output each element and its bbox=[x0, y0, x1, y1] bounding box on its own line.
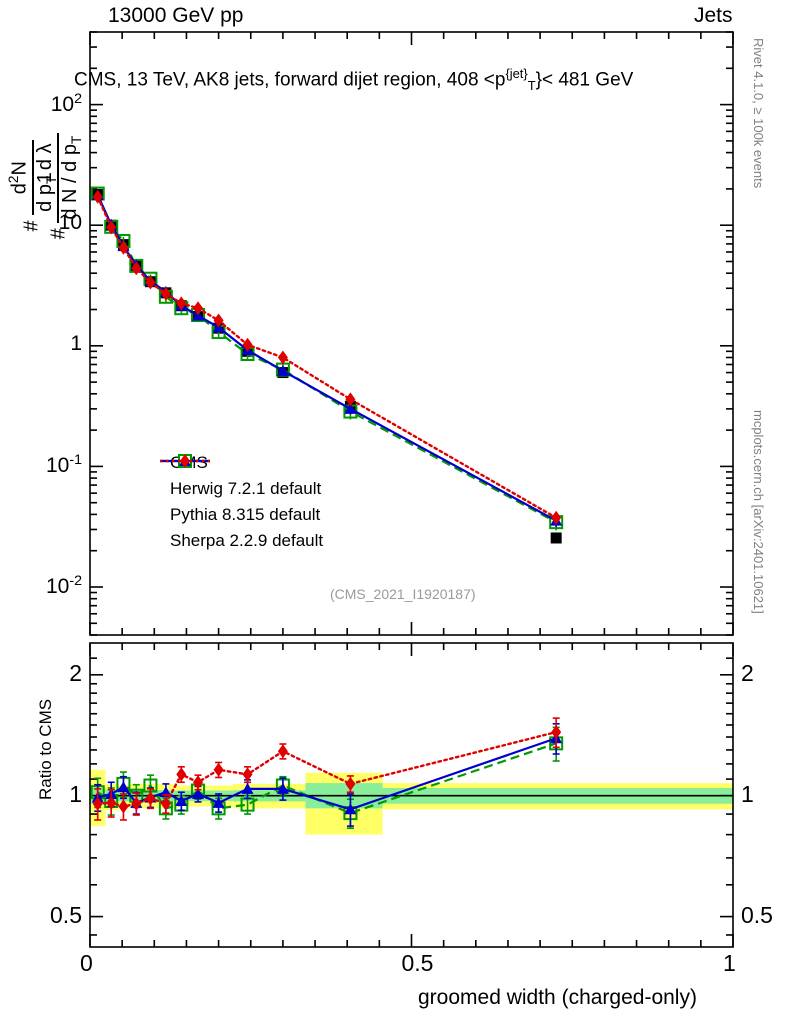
y-tick-label-ratio-left: 1 bbox=[69, 780, 82, 807]
x-tick-label: 0.5 bbox=[401, 950, 434, 976]
y-tick-label-main: 10-1 bbox=[45, 452, 82, 478]
marker-triangle-filled bbox=[276, 782, 289, 794]
analysis-category-label: Jets bbox=[694, 4, 733, 27]
marker-diamond-filled bbox=[193, 775, 204, 790]
legend-label: Sherpa 2.2.9 default bbox=[170, 531, 324, 550]
marker-triangle-filled bbox=[276, 364, 289, 376]
beam-energy-label: 13000 GeV pp bbox=[108, 4, 244, 27]
marker-diamond-filled bbox=[131, 796, 142, 811]
marker-diamond-filled bbox=[176, 767, 187, 782]
marker-diamond-filled bbox=[277, 744, 288, 759]
marker-diamond-filled bbox=[118, 240, 129, 255]
marker-triangle-filled bbox=[344, 803, 357, 815]
marker-square-filled bbox=[550, 532, 562, 544]
x-axis-label: groomed width (charged-only) bbox=[418, 986, 697, 1009]
x-tick-label: 0 bbox=[80, 950, 93, 976]
marker-diamond-filled bbox=[106, 220, 117, 235]
marker-diamond-filled bbox=[106, 795, 117, 810]
marker-triangle-filled bbox=[117, 781, 130, 793]
marker-diamond-filled bbox=[345, 392, 356, 407]
y-tick-label-ratio-left: 2 bbox=[69, 659, 82, 686]
marker-diamond-filled bbox=[345, 776, 356, 791]
ratio-series-sherpa bbox=[92, 717, 562, 821]
marker-diamond-filled bbox=[551, 725, 562, 740]
plot-title-tail: }< 481 GeV bbox=[535, 69, 634, 91]
marker-diamond-filled bbox=[180, 454, 190, 468]
ratio-panel-frame bbox=[89, 642, 734, 948]
legend-key-sherpa bbox=[160, 454, 210, 468]
main-panel-frame bbox=[89, 31, 734, 636]
marker-diamond-filled bbox=[213, 313, 224, 328]
marker-triangle-filled bbox=[192, 787, 205, 799]
y-tick-label-main: 1 bbox=[70, 331, 82, 355]
marker-triangle-filled bbox=[344, 402, 357, 414]
plot-title-subscript: T bbox=[527, 78, 536, 94]
plot-title-main: CMS, 13 TeV, AK8 jets, forward dijet reg… bbox=[74, 69, 506, 91]
marker-diamond-filled bbox=[242, 337, 253, 352]
marker-triangle-filled bbox=[241, 782, 254, 794]
marker-diamond-filled bbox=[551, 510, 562, 525]
x-tick-label: 1 bbox=[723, 950, 736, 976]
marker-diamond-filled bbox=[213, 762, 224, 777]
marker-triangle-filled bbox=[212, 796, 225, 808]
marker-diamond-filled bbox=[193, 301, 204, 316]
legend-item[interactable]: Sherpa 2.2.9 default bbox=[158, 454, 324, 554]
analysis-id-watermark: (CMS_2021_I1920187) bbox=[330, 586, 476, 602]
y-tick-label-main: 10 bbox=[58, 211, 82, 235]
legend-label: Herwig 7.2.1 default bbox=[170, 479, 322, 498]
y-tick-label-main: 10-2 bbox=[45, 573, 82, 598]
plot-title-superscript: {jet} bbox=[505, 66, 528, 81]
legend-item[interactable]: Pythia 8.315 default bbox=[158, 455, 323, 528]
series-sherpa bbox=[92, 189, 562, 525]
marker-diamond-filled bbox=[242, 767, 253, 782]
marker-diamond-filled bbox=[176, 296, 187, 311]
y-tick-label-ratio-left: 0.5 bbox=[50, 901, 82, 928]
marker-diamond-filled bbox=[160, 796, 171, 811]
y-tick-label-main: 102 bbox=[50, 90, 82, 116]
marker-diamond-filled bbox=[92, 189, 103, 204]
y-tick-label-ratio-right: 0.5 bbox=[741, 901, 773, 928]
marker-diamond-filled bbox=[145, 275, 156, 290]
y-tick-label-ratio-right: 1 bbox=[741, 780, 754, 807]
marker-diamond-filled bbox=[118, 799, 129, 814]
legend-item[interactable]: Herwig 7.2.1 default bbox=[158, 454, 323, 502]
marker-diamond-filled bbox=[131, 261, 142, 276]
marker-triangle-filled bbox=[175, 795, 188, 807]
marker-diamond-filled bbox=[145, 791, 156, 806]
marker-diamond-filled bbox=[92, 796, 103, 811]
marker-diamond-filled bbox=[277, 350, 288, 365]
legend-label: Pythia 8.315 default bbox=[170, 505, 321, 524]
plot-title: CMS, 13 TeV, AK8 jets, forward dijet reg… bbox=[74, 66, 633, 93]
marker-diamond-filled bbox=[160, 286, 171, 301]
y-tick-label-ratio-right: 2 bbox=[741, 659, 754, 686]
